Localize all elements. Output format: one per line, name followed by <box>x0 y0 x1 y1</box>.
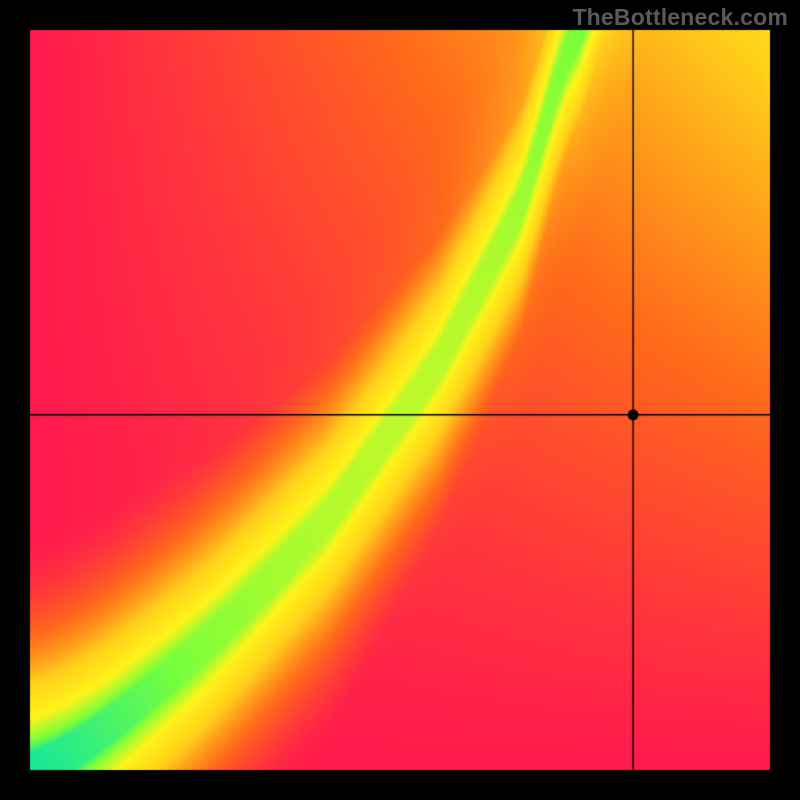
chart-container: TheBottleneck.com <box>0 0 800 800</box>
bottleneck-heatmap-canvas <box>0 0 800 800</box>
watermark-label: TheBottleneck.com <box>572 4 788 31</box>
